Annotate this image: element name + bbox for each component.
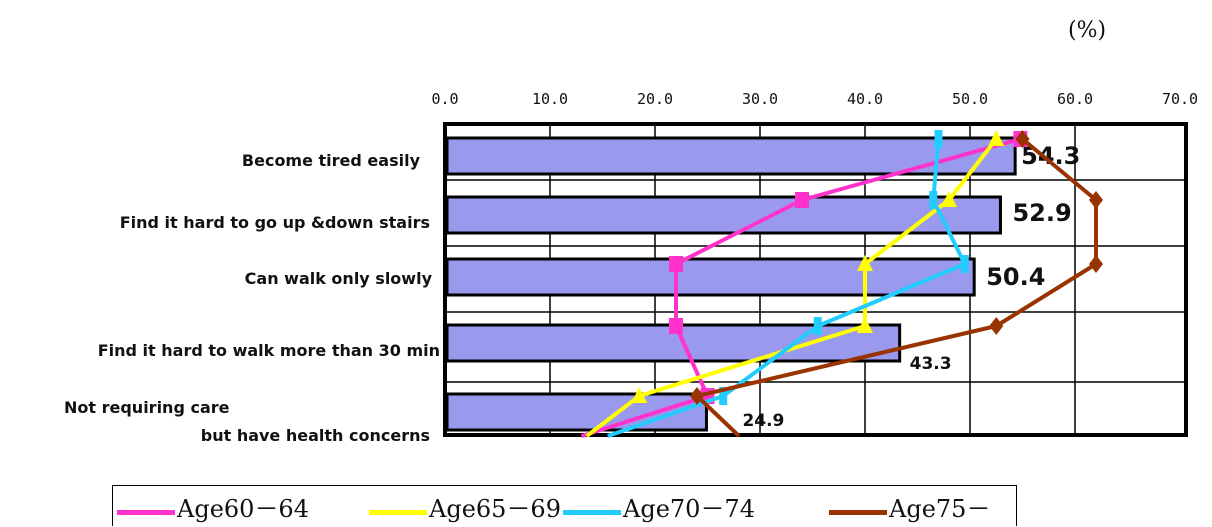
series-marker [989, 317, 1004, 335]
x-tick-label: 50.0 [952, 90, 988, 108]
series-marker [941, 191, 957, 207]
bar-value-label: 43.3 [910, 354, 952, 374]
chart-canvas: (%) 0.0 10.0 20.0 30.0 40.0 50.0 60.0 70.0 54.3… [64, 18, 1198, 445]
series-marker [1015, 130, 1030, 148]
series-marker [813, 317, 822, 335]
x-tick-label: 10.0 [532, 90, 568, 108]
series-marker [631, 387, 648, 403]
legend-label: Age60－64 [177, 495, 309, 523]
series-marker [795, 192, 809, 208]
legend-swatch [563, 510, 621, 515]
series-marker [988, 130, 1005, 146]
bar [445, 392, 708, 432]
category-label: Find it hard to walk more than 30 min [98, 341, 440, 360]
legend-item-age65-69: Age65－69 [369, 486, 561, 527]
category-label: Become tired easily [242, 151, 421, 170]
bar [445, 257, 976, 297]
category-labels: Become tired easily Find it hard to go up… [64, 151, 440, 445]
series-marker [669, 318, 683, 334]
unit-label: (%) [1068, 18, 1106, 43]
x-tick-label: 40.0 [847, 90, 883, 108]
category-label: but have health concerns [201, 426, 430, 445]
bars [445, 136, 1017, 432]
x-tick-labels: 0.0 10.0 20.0 30.0 40.0 50.0 60.0 70.0 [431, 90, 1198, 108]
bar-labels: 54.352.950.443.324.9 [742, 142, 1080, 431]
legend-item-age70-74: Age70－74 [563, 486, 755, 527]
legend-item-age75: Age75－ [829, 486, 990, 527]
legend-label: Age70－74 [623, 495, 755, 523]
series-marker [960, 255, 969, 273]
series-marker [857, 255, 873, 271]
series-marker [690, 387, 704, 405]
series-line [580, 137, 1021, 438]
legend-swatch [369, 510, 427, 515]
x-tick-label: 30.0 [742, 90, 778, 108]
legend: Age60－64 Age65－69 Age70－74 Age75－ [112, 485, 1017, 526]
bar [445, 136, 1017, 176]
bar-value-label: 50.4 [986, 263, 1045, 291]
legend-item-age60-64: Age60－64 [117, 486, 309, 527]
bar-value-label: 24.9 [742, 411, 784, 431]
category-label: Not requiring care [64, 398, 230, 417]
legend-label: Age65－69 [429, 495, 561, 523]
series-marker [719, 387, 728, 405]
series-line [695, 137, 1098, 438]
legend-swatch [829, 510, 887, 515]
legend-swatch [117, 510, 175, 515]
series-marker [1089, 255, 1103, 273]
x-tick-label: 60.0 [1057, 90, 1093, 108]
series-marker [669, 256, 683, 272]
category-label: Find it hard to go up &down stairs [120, 213, 430, 232]
series-marker [1089, 191, 1103, 209]
series-line [585, 137, 998, 438]
bar [445, 195, 1002, 235]
series-lines [580, 130, 1103, 438]
bar-value-label: 52.9 [1012, 199, 1071, 227]
series-marker [929, 191, 938, 209]
x-tick-label: 20.0 [637, 90, 673, 108]
gridlines [445, 124, 1186, 435]
x-tick-label: 70.0 [1162, 90, 1198, 108]
series-marker [934, 130, 943, 148]
x-tick-label: 0.0 [431, 90, 458, 108]
series-marker [857, 317, 873, 333]
legend-label: Age75－ [889, 495, 991, 523]
category-label: Can walk only slowly [245, 269, 433, 288]
